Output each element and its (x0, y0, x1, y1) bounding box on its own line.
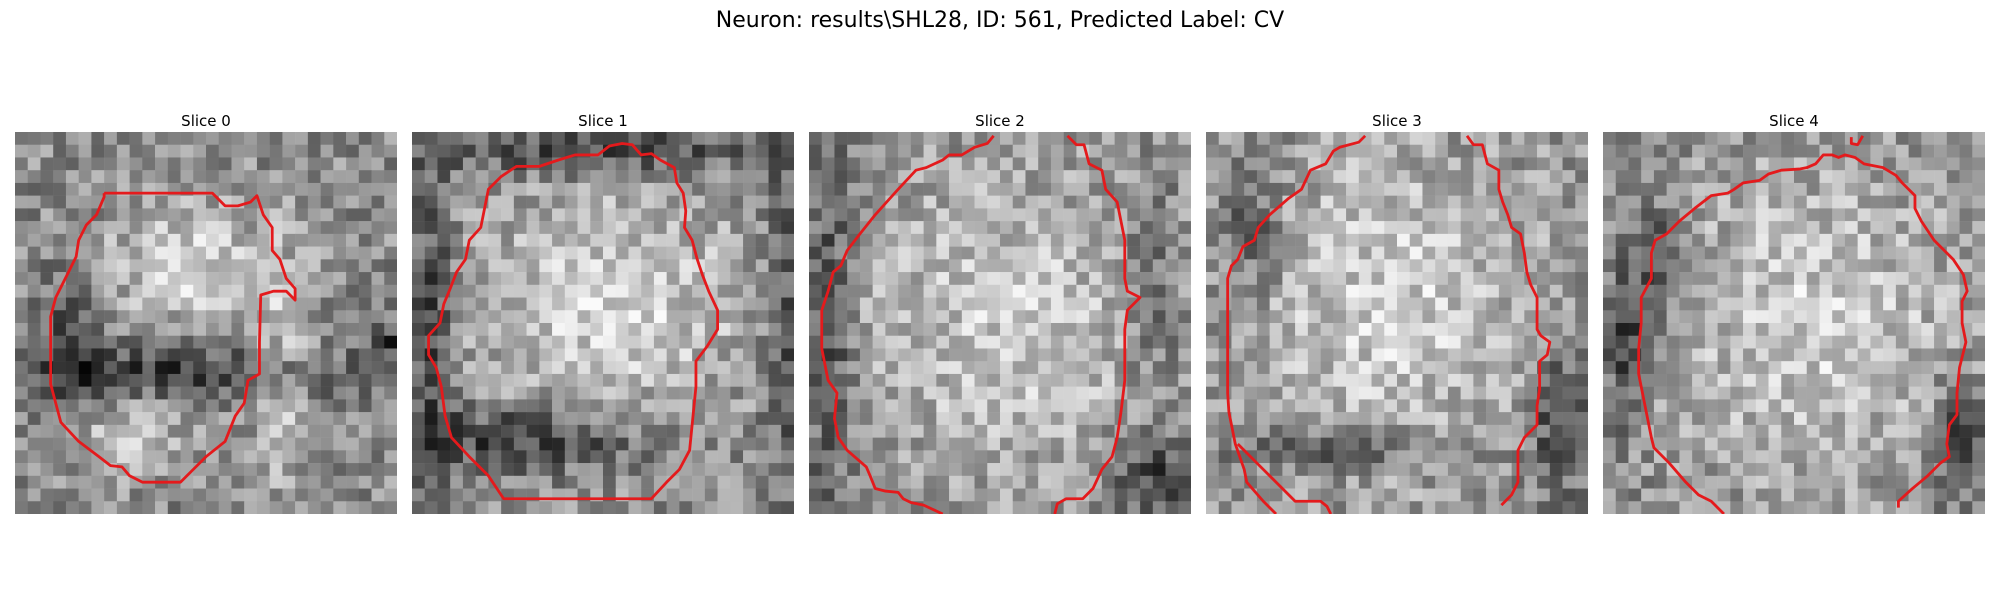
slice-panel-4: Slice 4 (1603, 110, 1985, 514)
slice-title: Slice 0 (181, 112, 231, 130)
slice-image-3 (1206, 132, 1588, 514)
segmentation-contour (49, 191, 297, 484)
slice-panel-0: Slice 0 (15, 110, 397, 514)
slice-title: Slice 3 (1372, 112, 1422, 130)
slice-panel-1: Slice 1 (412, 110, 794, 514)
slice-panel-2: Slice 2 (809, 110, 1191, 514)
slice-image-0 (15, 132, 397, 514)
segmentation-contour (1226, 134, 1367, 514)
segmentation-contour (1637, 153, 1969, 514)
segmentation-contour (1236, 442, 1333, 514)
slice-panel-3: Slice 3 (1206, 110, 1588, 514)
slice-title: Slice 2 (975, 112, 1025, 130)
segmentation-contour (1849, 135, 1864, 147)
slice-title: Slice 1 (578, 112, 628, 130)
slice-image-4 (1603, 132, 1985, 514)
segmentation-contour (427, 142, 720, 501)
slice-title: Slice 4 (1769, 112, 1819, 130)
segmentation-contour (1465, 135, 1552, 507)
slice-image-1 (412, 132, 794, 514)
figure-title: Neuron: results\SHL28, ID: 561, Predicte… (715, 8, 1285, 33)
segmentation-contour (820, 134, 995, 514)
slice-image-2 (809, 132, 1191, 514)
segmentation-contour (1053, 134, 1142, 514)
